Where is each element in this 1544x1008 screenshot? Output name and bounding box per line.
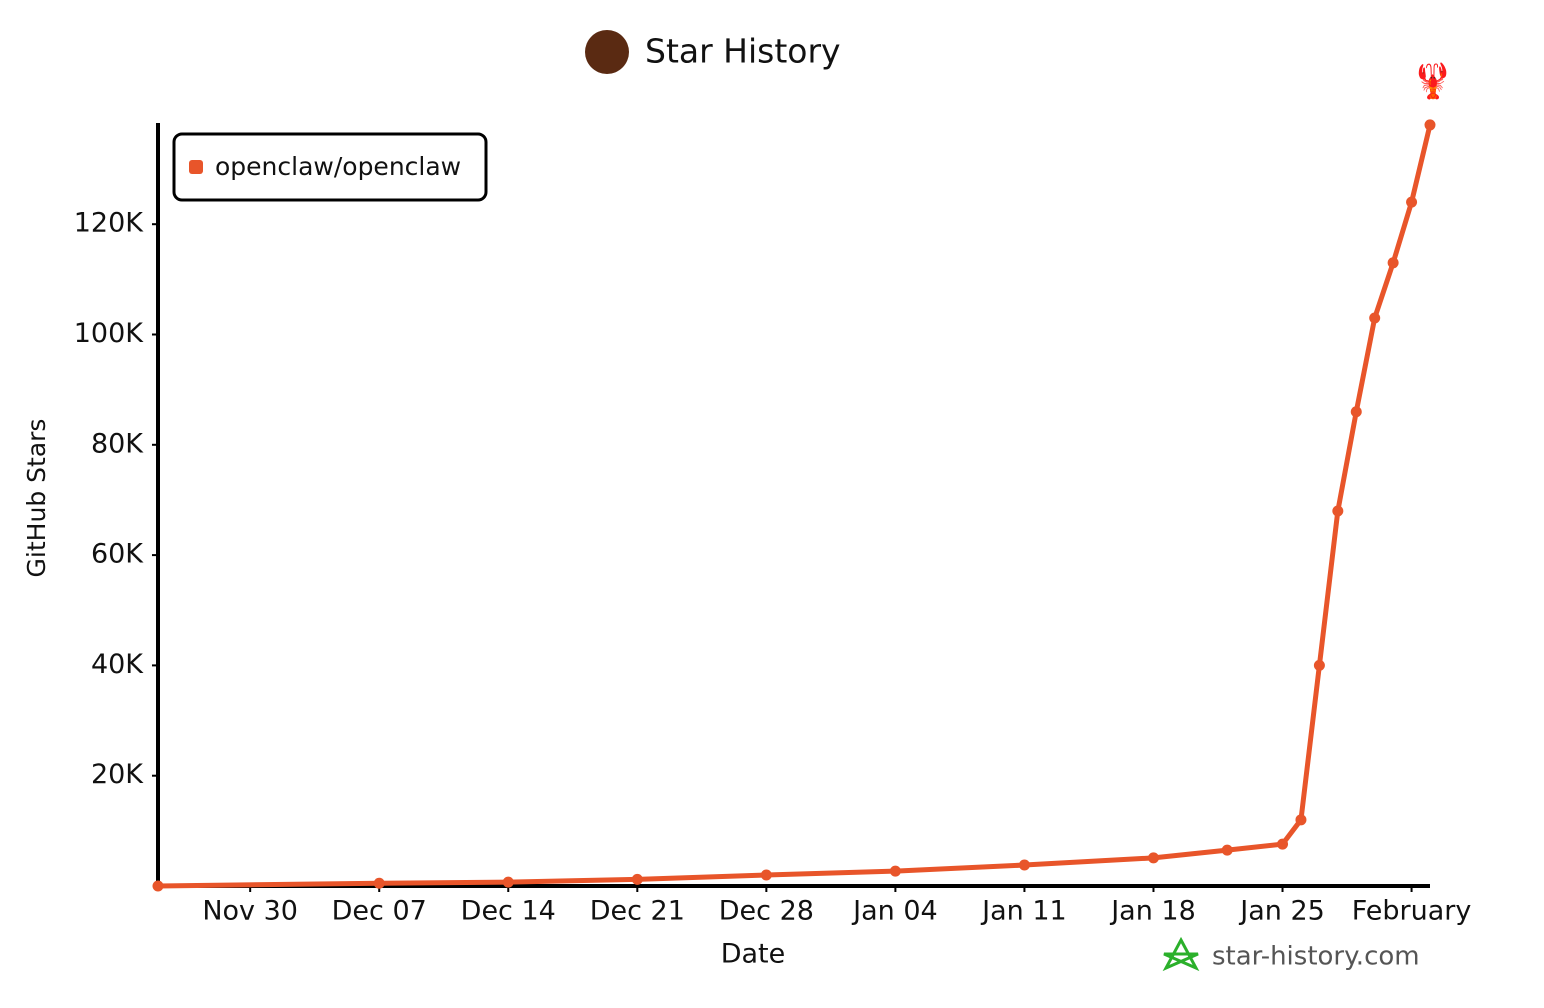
x-tick-label: Dec 07	[332, 896, 427, 927]
point	[1387, 257, 1399, 269]
x-tick-label: Dec 21	[590, 896, 685, 927]
y-tick-label: 100K	[74, 318, 145, 349]
x-axis-label: Date	[721, 939, 786, 970]
x-tick-label: Jan 18	[1109, 896, 1196, 927]
point	[1313, 659, 1325, 671]
legend-box	[172, 132, 488, 202]
y-tick-label: 80K	[91, 428, 144, 459]
avatar	[585, 30, 629, 74]
chart-title: Star History	[645, 32, 841, 71]
x-tick-label: Jan 25	[1238, 896, 1325, 927]
point	[760, 869, 772, 881]
point	[1350, 406, 1362, 418]
point	[1221, 844, 1233, 856]
y-tick-label: 40K	[91, 649, 144, 680]
annotation: 🦞	[1412, 61, 1454, 101]
y-tick-label: 120K	[74, 208, 145, 239]
point	[1406, 196, 1418, 208]
point	[1424, 119, 1436, 131]
x-tick-label: Dec 28	[719, 896, 814, 927]
x-tick-label: February	[1352, 896, 1472, 927]
line	[155, 122, 1433, 889]
x-tick-label: Nov 30	[202, 896, 298, 927]
point	[1332, 505, 1344, 517]
point	[1018, 859, 1030, 871]
point	[373, 877, 385, 889]
point	[502, 876, 514, 888]
x-tick-label: Jan 04	[851, 896, 938, 927]
point	[631, 873, 643, 885]
point	[889, 865, 901, 877]
point	[1295, 814, 1307, 826]
point	[1369, 312, 1381, 324]
legend-label: openclaw/openclaw	[215, 152, 461, 181]
y-tick-label: 60K	[91, 539, 144, 570]
x-tick-label: Jan 11	[980, 896, 1067, 927]
watermark-logo	[1162, 936, 1200, 972]
legend-swatch	[189, 160, 203, 174]
point	[1147, 852, 1159, 864]
y-tick-label: 20K	[91, 759, 144, 790]
point	[1277, 838, 1289, 850]
x-tick-label: Dec 14	[461, 896, 556, 927]
y-axis-label: GitHub Stars	[22, 419, 51, 578]
watermark: star-history.com	[1212, 942, 1420, 972]
point	[152, 880, 164, 892]
